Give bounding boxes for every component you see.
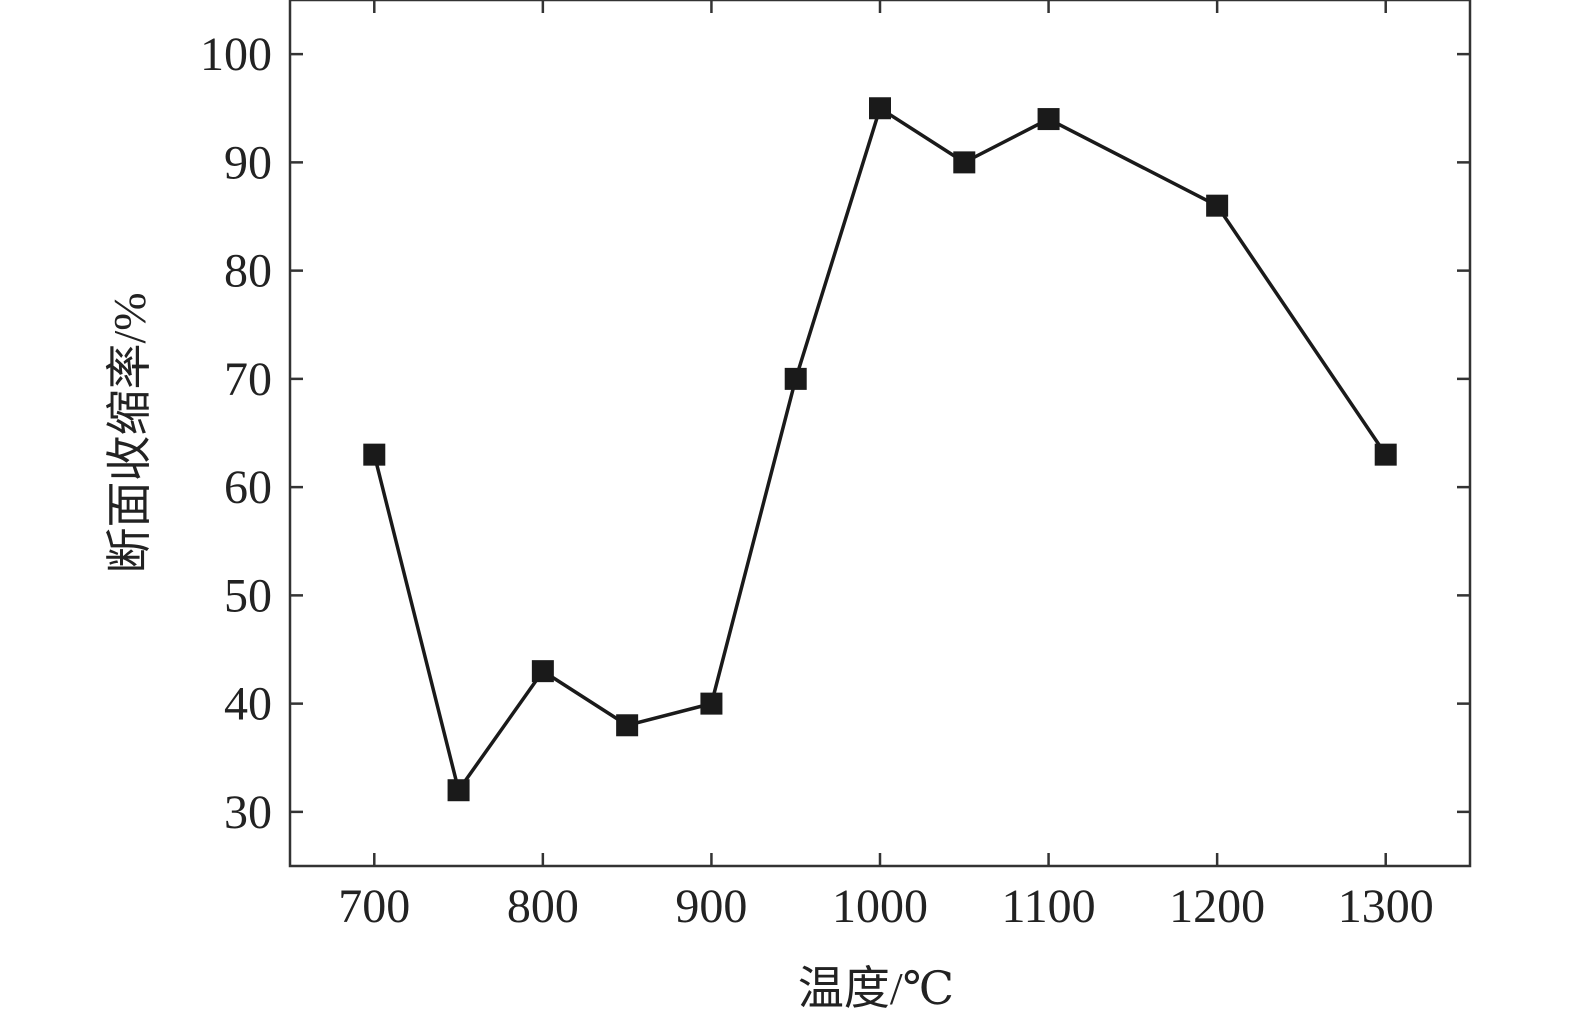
y-tick-label: 90 bbox=[224, 136, 272, 189]
data-point-marker bbox=[784, 367, 807, 390]
data-point-marker bbox=[531, 660, 554, 683]
x-tick-label: 1300 bbox=[1338, 880, 1434, 933]
series-markers-group bbox=[363, 97, 1397, 802]
x-tick-label: 1100 bbox=[1001, 880, 1095, 933]
y-tick-label: 70 bbox=[224, 353, 272, 406]
data-point-marker bbox=[953, 151, 976, 174]
x-axis-ticks: 700 800 900 1000 1100 1200 1300 bbox=[338, 0, 1434, 933]
y-axis-ticks: 30 40 50 60 70 80 90 100 bbox=[200, 28, 1470, 839]
y-tick-label: 60 bbox=[224, 461, 272, 514]
x-tick-label: 1000 bbox=[832, 880, 928, 933]
x-tick-label: 800 bbox=[507, 880, 579, 933]
data-point-marker bbox=[363, 443, 386, 466]
y-tick-label: 30 bbox=[224, 786, 272, 839]
data-point-marker bbox=[1037, 108, 1060, 131]
x-tick-label: 900 bbox=[675, 880, 747, 933]
data-point-marker bbox=[869, 97, 891, 120]
x-tick-label: 1200 bbox=[1169, 880, 1265, 933]
x-tick-label: 700 bbox=[338, 880, 410, 933]
data-point-marker bbox=[447, 779, 470, 802]
data-point-marker bbox=[1206, 194, 1229, 217]
y-tick-label: 40 bbox=[224, 678, 272, 731]
data-point-marker bbox=[700, 692, 723, 715]
x-axis-title: 温度/℃ bbox=[798, 963, 954, 1014]
data-point-marker bbox=[1374, 443, 1397, 466]
y-axis-title: 断面收缩率/% bbox=[104, 292, 155, 573]
y-tick-label: 80 bbox=[224, 245, 272, 298]
y-tick-label: 100 bbox=[200, 28, 272, 81]
data-point-marker bbox=[616, 714, 639, 737]
y-tick-label: 50 bbox=[224, 569, 272, 622]
